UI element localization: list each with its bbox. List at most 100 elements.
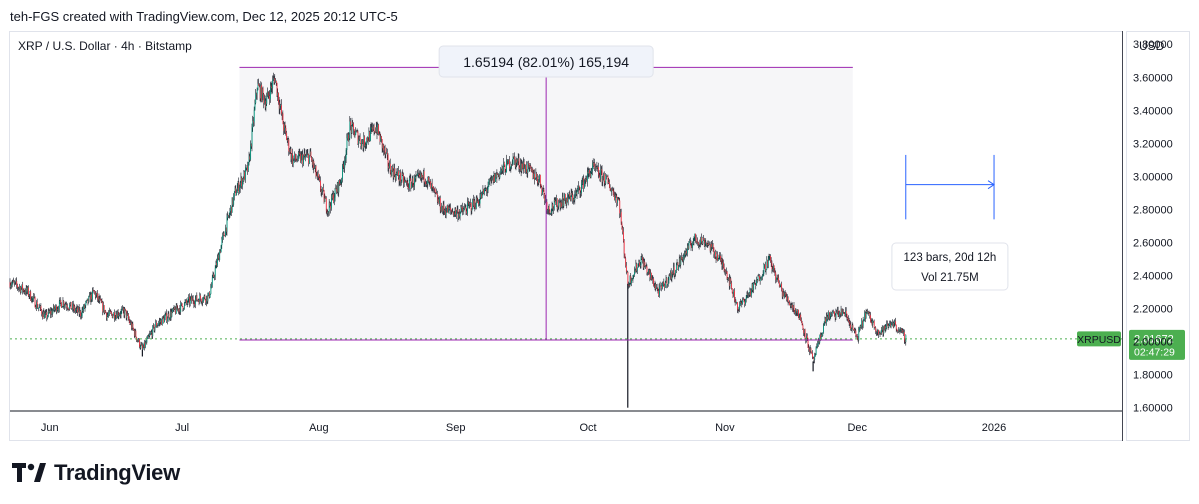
date-range-label-box (891, 242, 1009, 291)
candle-body (107, 314, 109, 316)
candle-body (524, 167, 526, 172)
candle-body (462, 210, 464, 212)
candle-body (138, 338, 140, 342)
candle-body (445, 211, 446, 215)
candle-body (163, 318, 165, 323)
candle-body (33, 296, 35, 299)
candle-body (553, 199, 555, 210)
candle-body (277, 92, 279, 96)
candle-body (774, 271, 776, 273)
price-axis[interactable] (1127, 31, 1190, 441)
candle-body (667, 283, 669, 286)
candle-body (170, 311, 172, 317)
candle-body (533, 173, 535, 179)
candle-body (477, 201, 479, 203)
candle-body (118, 315, 120, 317)
candle-body (443, 204, 445, 211)
candle-body (235, 188, 237, 196)
candle-body (853, 329, 855, 331)
candle-body (841, 308, 843, 315)
candle-body (187, 298, 189, 304)
candle-body (739, 301, 741, 305)
candle-body (879, 332, 881, 334)
candle-body (517, 158, 519, 162)
candle-body (244, 171, 246, 180)
candle-body (648, 269, 650, 271)
candle-body (382, 144, 384, 149)
candle-body (746, 294, 748, 299)
candle-body (31, 296, 33, 302)
candle-body (509, 159, 510, 169)
candle-body (673, 266, 674, 274)
candle-body (30, 300, 32, 302)
candle-body (670, 271, 672, 279)
candle-body (639, 262, 641, 266)
candle-body (164, 314, 166, 318)
candle-body (225, 227, 227, 232)
candle-body (248, 156, 250, 163)
candle-body (273, 78, 275, 80)
candle-body (228, 215, 229, 217)
candle-body (600, 169, 602, 171)
candle-body (503, 162, 505, 171)
chart-pane[interactable] (9, 31, 1123, 441)
candle-body (708, 243, 710, 245)
candle-body (35, 307, 37, 309)
candle-body (817, 344, 819, 347)
candle-body (444, 210, 446, 212)
candle-body (300, 153, 302, 162)
candle-body (595, 167, 597, 169)
candle-body (820, 334, 822, 339)
candle-body (737, 309, 739, 311)
candle-body (71, 308, 73, 310)
candle-body (681, 257, 683, 260)
candle-body (246, 165, 248, 168)
candle-body (827, 316, 829, 320)
candle-body (14, 281, 16, 283)
candle-body (584, 181, 585, 188)
candle-body (294, 153, 296, 159)
candle-body (457, 209, 459, 218)
candle-body (196, 295, 198, 301)
candle-body (105, 312, 107, 319)
candle-body (730, 278, 732, 284)
candle-body (305, 156, 307, 158)
candle-body (151, 332, 153, 337)
candle-body (717, 259, 719, 261)
candle-body (308, 154, 310, 164)
candle-body (856, 336, 858, 339)
candle-body (309, 151, 311, 156)
candle-body (105, 310, 107, 313)
candle-body (455, 208, 457, 215)
candle-body (25, 287, 27, 294)
candle-body (709, 244, 711, 251)
time-tick-label: Nov (715, 422, 735, 434)
candle-body (859, 325, 861, 328)
candle-body (648, 269, 649, 273)
candle-body (183, 303, 185, 309)
candle-body (132, 323, 134, 329)
candle-body (575, 192, 577, 195)
candle-body (628, 284, 630, 286)
candle-body (97, 293, 99, 300)
candle-body (334, 188, 336, 198)
candle-body (129, 321, 131, 325)
candle-body (710, 243, 712, 251)
candle-body (617, 198, 619, 203)
candle-body (877, 329, 879, 332)
candle-body (172, 308, 174, 312)
candle-body (807, 338, 809, 348)
candle-body (150, 333, 152, 335)
candle-body (808, 347, 810, 350)
candle-body (133, 328, 135, 331)
candle-body (222, 235, 224, 240)
candle-body (767, 258, 769, 267)
candle-body (319, 178, 321, 181)
candle-body (609, 182, 610, 188)
candle-body (561, 202, 563, 207)
candle-body (92, 289, 93, 300)
candle-body (43, 311, 45, 319)
currency-label[interactable]: USD (1139, 39, 1165, 53)
candle-body (461, 207, 463, 211)
